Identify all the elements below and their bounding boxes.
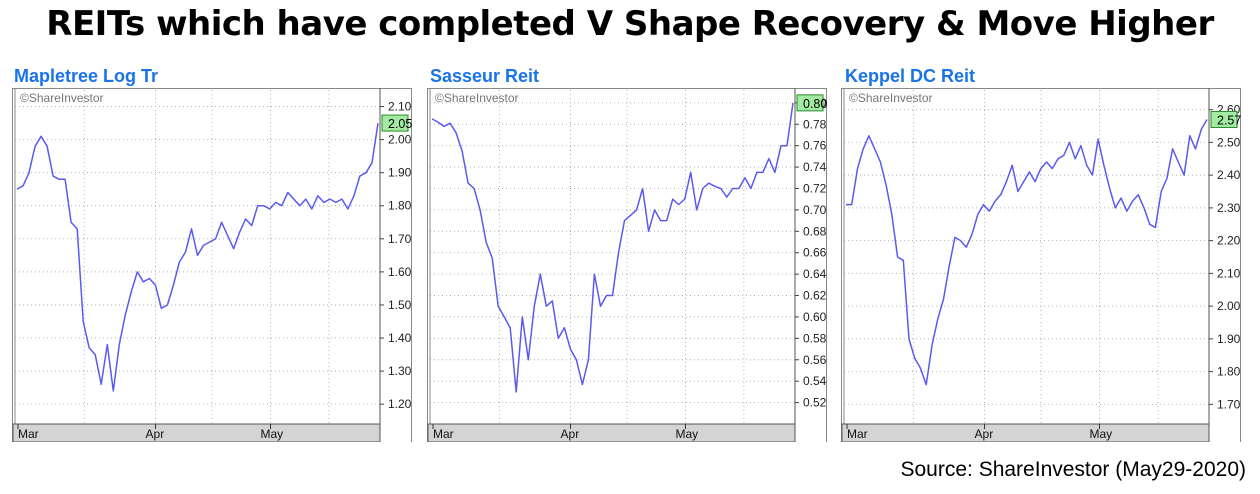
line-chart: 1.701.801.902.002.102.202.302.402.502.60… [841,88,1241,442]
y-tick-label: 0.720 [803,181,827,195]
line-chart: 1.20 1.30 1.40 1.50 1.60 1.70 1.80 1.90 2.00 2.10… [12,88,412,442]
x-tick-label: Apr [146,427,165,441]
chart-panel-mapletree: 1.20 1.30 1.40 1.50 1.60 1.70 1.80 1.90 2.00 2.10… [12,88,412,442]
y-tick-label: 2.10 [388,100,412,114]
y-tick-label: 2.10 [1217,266,1241,280]
page-title: REITs which have completed V Shape Recov… [46,4,1214,44]
last-price-box [796,94,824,112]
chart-panel-sasseur: 0.520 0.540 0.560 0.580 0.600 0.620 0.640 0.660… [427,88,827,442]
last-price-box [381,114,409,132]
x-tick-label: May [676,427,699,441]
y-tick-label: 0.620 [803,289,827,303]
y-tick-label: 2.00 [388,133,412,147]
price-line [431,102,794,393]
y-tick-label: 0.520 [803,396,827,410]
y-tick-label: 0.660 [803,246,827,260]
y-tick-label: 1.90 [1217,332,1241,346]
chart-title-keppel-dc: Keppel DC Reit [845,66,976,86]
y-tick-label: 1.30 [388,364,412,378]
y-tick-label: 1.70 [388,232,412,246]
y-tick-label: 0.540 [803,374,827,388]
y-tick-label: 2.00 [1217,299,1241,313]
x-tick-label: Apr [561,427,580,441]
y-tick-label: 0.780 [803,117,827,131]
y-tick-label: 0.700 [803,203,827,217]
chart-frame [427,88,827,442]
chart-panel-keppel-dc: 1.70 1.80 1.90 2.00 2.10 2.20 2.30 2.40 2.50 2.60… [841,88,1241,442]
y-tick-label: 2.50 [1217,135,1241,149]
x-tick-label: Mar [433,427,454,441]
y-tick-label: 0.740 [803,160,827,174]
y-tick-label: 2.30 [1217,201,1241,215]
y-tick-label: 0.560 [803,353,827,367]
chart-frame [12,88,412,442]
watermark-text: ©ShareInvestor [435,91,519,105]
x-tick-label: Mar [18,427,39,441]
y-tick-label: 2.40 [1217,168,1241,182]
y-tick-label: 0.760 [803,139,827,153]
watermark-text: ©ShareInvestor [20,91,104,105]
y-tick-label: 1.80 [1217,365,1241,379]
x-tick-label: Apr [975,427,994,441]
source-note: Source: ShareInvestor (May29-2020) [900,458,1246,481]
price-line [16,122,379,392]
y-tick-label: 1.80 [388,199,412,213]
y-tick-label: 0.680 [803,224,827,238]
line-chart: 0.520 0.540 0.560 0.580 0.600 0.620 0.640 0.660… [427,88,827,442]
y-tick-label: 0.580 [803,331,827,345]
chart-title-sasseur: Sasseur Reit [430,66,540,86]
y-tick-label: 1.20 [388,397,412,411]
x-tick-label: May [261,427,284,441]
x-axis-band [12,423,381,442]
y-tick-label: 1.60 [388,265,412,279]
y-tick-label: 1.90 [388,166,412,180]
watermark-text: ©ShareInvestor [849,91,933,105]
y-tick-label: 1.50 [388,298,412,312]
last-price-label: 0.800 [803,97,827,111]
last-price-label: 2.57 [1217,113,1241,127]
x-tick-label: Mar [847,427,868,441]
last-price-box [1210,110,1238,128]
chart-frame [841,88,1241,442]
chart-title-mapletree: Mapletree Log Tr [14,66,159,86]
y-tick-label: 1.70 [1217,397,1241,411]
y-tick-label: 0.640 [803,267,827,281]
last-price-label: 2.05 [388,117,412,131]
y-tick-label: 1.40 [388,331,412,345]
x-tick-label: May [1090,427,1113,441]
y-tick-label: 2.20 [1217,234,1241,248]
price-line [846,119,1208,386]
x-axis-band [841,423,1210,442]
x-axis-band [427,423,796,442]
y-tick-label: 0.600 [803,310,827,324]
